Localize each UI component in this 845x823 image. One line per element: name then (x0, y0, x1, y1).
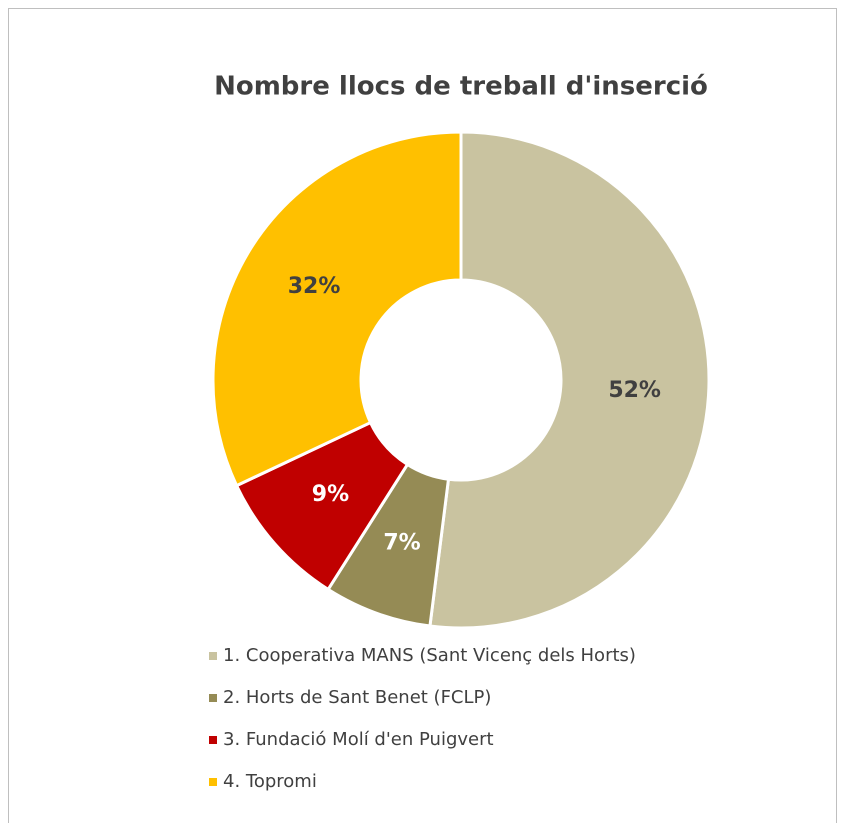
data-label: 9% (312, 482, 349, 507)
data-label: 32% (288, 274, 341, 299)
chart-title: Nombre llocs de treball d'inserció (214, 72, 708, 102)
legend-swatch (209, 778, 217, 786)
legend-label: 1. Cooperativa MANS (Sant Vicenç dels Ho… (223, 645, 636, 666)
legend-swatch (209, 694, 217, 702)
legend-label: 2. Horts de Sant Benet (FCLP) (223, 687, 491, 708)
donut-slice (211, 130, 463, 488)
legend-swatch (209, 652, 217, 660)
data-label: 7% (383, 531, 420, 556)
legend-label: 4. Topromi (223, 771, 317, 792)
donut-slice (428, 130, 711, 630)
data-label: 52% (608, 378, 661, 403)
legend-label: 3. Fundació Molí d'en Puigvert (223, 729, 494, 750)
legend-swatch (209, 736, 217, 744)
